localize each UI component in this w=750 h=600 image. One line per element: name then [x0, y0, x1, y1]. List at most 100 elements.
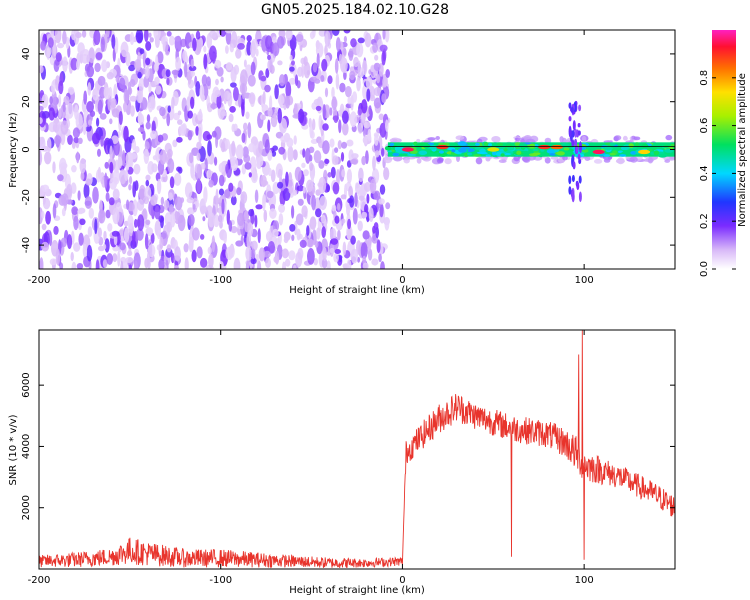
spectrogram-cell	[340, 57, 348, 73]
spectrogram-cell	[371, 258, 379, 266]
spectrogram-cell	[107, 223, 113, 232]
spectrogram-cell	[285, 171, 289, 187]
spectrogram-cell	[376, 74, 381, 84]
spectrogram-cell	[330, 238, 339, 245]
spectrogram-cell	[280, 135, 288, 143]
spectrogram-cell	[316, 227, 321, 240]
spectrogram-cell	[320, 75, 325, 82]
spectrogram-cell	[339, 82, 346, 93]
spectrogram-cell	[128, 184, 132, 191]
spectrogram-cell	[584, 156, 591, 161]
spectrogram-cell	[196, 163, 202, 178]
spectrogram-cell	[207, 246, 212, 255]
spectrogram-cell	[366, 193, 370, 204]
spectrogram-cell	[80, 172, 85, 181]
spectrogram-cell	[265, 231, 273, 242]
spectrogram-cell	[278, 146, 286, 155]
spectrogram-cell	[206, 169, 212, 179]
spectrogram-cell	[629, 156, 638, 163]
spectrogram-cell	[99, 113, 107, 120]
spectrogram-cell	[254, 189, 259, 203]
spectrogram-cell	[71, 261, 77, 269]
spectrogram-cell	[144, 233, 149, 250]
spectrogram-cell	[228, 182, 234, 192]
spectrogram-cell	[218, 174, 225, 187]
spectrogram-cell	[622, 136, 628, 141]
spectrogram-cell	[254, 214, 258, 228]
spectrogram-cell	[378, 113, 384, 121]
spectrogram-cell	[367, 236, 372, 251]
spectrogram-cell	[114, 36, 119, 54]
spectrogram-cell	[41, 111, 50, 119]
spectrogram-cell	[88, 119, 92, 126]
spectrogram-cell	[577, 130, 581, 136]
spectrogram-cell	[54, 30, 62, 44]
spectrogram-cell	[373, 190, 381, 201]
spectrogram-cell	[278, 213, 284, 226]
spectrogram-cell	[435, 136, 441, 140]
spectrogram-cell	[57, 94, 62, 108]
spectrogram-cell	[357, 108, 363, 116]
spectrogram-cell	[46, 137, 52, 152]
spectrogram-cell	[55, 248, 61, 266]
spectrogram-cell	[76, 151, 80, 164]
spectrogram-cell	[281, 248, 289, 259]
spectrogram-cell	[392, 152, 400, 157]
spectrogram-cell	[82, 121, 87, 135]
spectrogram-cell	[295, 213, 304, 226]
spectrogram-cell	[385, 119, 389, 132]
spectrogram-cell	[269, 64, 275, 74]
spectrogram-cell	[225, 30, 232, 45]
spectrogram-cell	[190, 58, 195, 68]
spectrogram-cell	[483, 142, 489, 146]
spectrogram-cell	[250, 257, 257, 265]
spectrogram-cell	[329, 247, 335, 254]
spectrogram-cell	[332, 155, 339, 166]
spectrogram-cell	[65, 103, 74, 119]
spectrogram-cell	[218, 261, 224, 269]
spectrogram-cell	[67, 134, 73, 145]
spectrogram-hotspot	[592, 149, 605, 155]
spectrogram-cell	[439, 150, 444, 154]
spectrogram-cell	[381, 93, 387, 103]
spectrogram-cell	[247, 74, 256, 87]
spectrogram-cell	[342, 122, 349, 136]
spectrogram-cell	[267, 54, 271, 61]
spectrogram-cell	[134, 180, 139, 192]
spectrogram-cell	[223, 91, 228, 105]
spectrogram-cell	[136, 90, 144, 104]
spectrogram-y-label: Frequency (Hz)	[8, 112, 19, 188]
spectrogram-cell	[93, 30, 101, 46]
spectrogram-cell	[505, 146, 515, 151]
spectrogram-cell	[192, 37, 197, 52]
spectrogram-cell	[77, 190, 81, 201]
colorbar-tick-label: 0.2	[699, 213, 710, 229]
spectrogram-cell	[295, 34, 304, 42]
spectrogram-cell	[349, 70, 356, 81]
spectrogram-cell	[203, 53, 208, 70]
spectrogram-cell	[384, 145, 392, 151]
spectrogram-cell	[165, 69, 171, 78]
spectrogram-cell	[229, 43, 234, 53]
spectrogram-cell	[56, 42, 65, 49]
spectrogram-cell	[331, 96, 337, 111]
spectrogram-cell	[196, 178, 201, 194]
spectrogram-cell	[195, 30, 201, 40]
spectrogram-cell	[128, 264, 132, 269]
spectrogram-cell	[299, 239, 307, 248]
spectrogram-cell	[138, 127, 145, 133]
spectrogram-cell	[137, 113, 145, 126]
spectrogram-cell	[475, 157, 483, 165]
spectrogram-cell	[155, 54, 159, 70]
spectrogram-cell	[385, 157, 394, 161]
spectrogram-cell	[177, 119, 183, 125]
spectrogram-cell	[332, 182, 340, 195]
spectrogram-cell	[172, 139, 178, 148]
spectrogram-cell	[50, 243, 58, 249]
spectrogram-cell	[159, 106, 166, 117]
spectrogram-cell	[137, 214, 145, 232]
spectrogram-cell	[145, 219, 151, 226]
y-tick-label: -40	[21, 237, 32, 253]
spectrogram-cell	[310, 130, 315, 139]
spectrogram-cell	[237, 43, 245, 50]
